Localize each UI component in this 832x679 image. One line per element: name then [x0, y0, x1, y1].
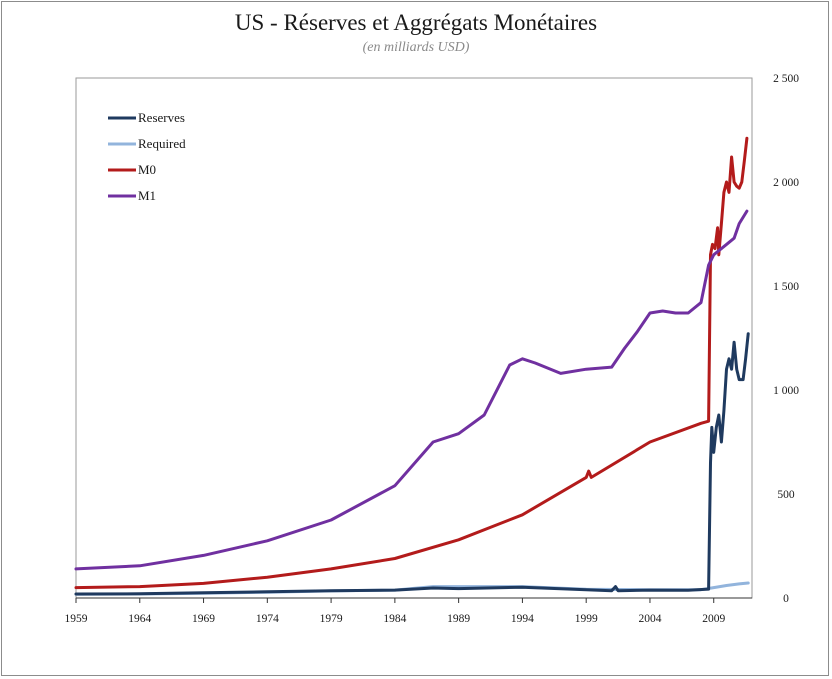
x-tick-label: 1999 [575, 613, 598, 625]
chart-title: US - Réserves et Aggrégats Monétaires [234, 10, 598, 35]
legend-label-m0: M0 [138, 162, 156, 177]
x-tick-label: 1979 [320, 613, 343, 625]
legend-label-reserves: Reserves [138, 110, 185, 125]
plot-area [75, 77, 753, 599]
x-tick-label: 1969 [192, 613, 215, 625]
legend-label-required: Required [138, 136, 186, 151]
x-tick-label: 1964 [128, 613, 151, 625]
y-tick-label: 1 000 [773, 385, 799, 397]
x-tick-label: 2004 [638, 613, 661, 625]
x-tick-label: 1989 [447, 613, 470, 625]
chart-subtitle: (en milliards USD) [362, 40, 470, 55]
y-tick-label: 2 500 [773, 73, 799, 85]
x-tick-label: 2009 [702, 613, 725, 625]
legend-label-m1: M1 [138, 188, 156, 203]
series-line-reserves [74, 332, 750, 596]
x-tick-label: 1984 [383, 613, 406, 625]
series-line-m0 [74, 136, 749, 590]
x-tick-label: 1974 [256, 613, 279, 625]
series-line-m1 [74, 209, 749, 571]
x-tick-label: 1994 [511, 613, 534, 625]
x-tick-label: 1959 [65, 613, 88, 625]
y-tick-label: 0 [783, 593, 789, 605]
y-tick-label: 2 000 [773, 177, 799, 189]
y-tick-label: 500 [777, 489, 795, 501]
y-tick-label: 1 500 [773, 281, 799, 293]
